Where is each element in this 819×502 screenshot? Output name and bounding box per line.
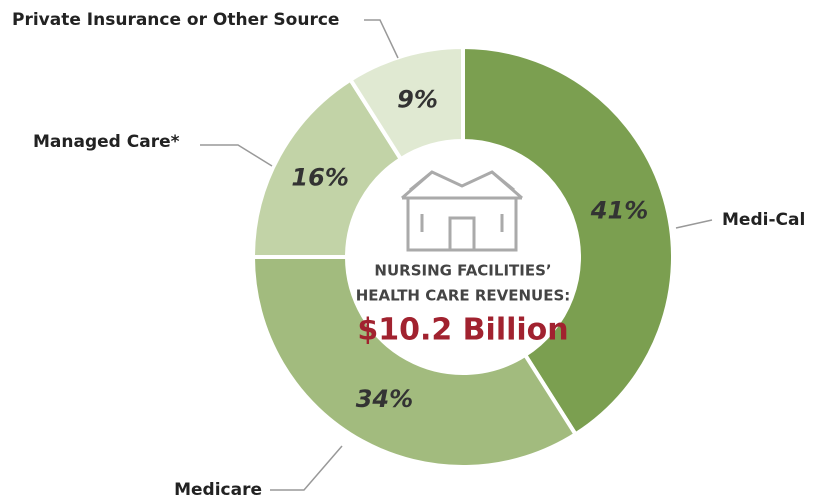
slice [250,76,404,259]
category-label: Medicare [174,480,262,500]
value-label: 34% [356,385,413,413]
house-icon [401,170,523,252]
category-label: Managed Care* [33,132,180,152]
value-label: 16% [291,163,348,191]
slice [347,44,465,162]
category-label: Medi-Cal [722,210,805,230]
slice [461,44,675,438]
leader-line [364,19,399,59]
center-label: NURSING FACILITIES’ [374,262,551,280]
total-label: $10.2 Billion [357,313,568,348]
leader-line [270,445,343,491]
value-label: 9% [397,85,438,113]
center-label: HEALTH CARE REVENUES: [356,287,571,305]
category-label: Private Insurance or Other Source [12,10,339,30]
slice [250,255,579,469]
leader-line [675,219,713,229]
leader-line [200,144,273,167]
value-label: 41% [590,197,648,225]
